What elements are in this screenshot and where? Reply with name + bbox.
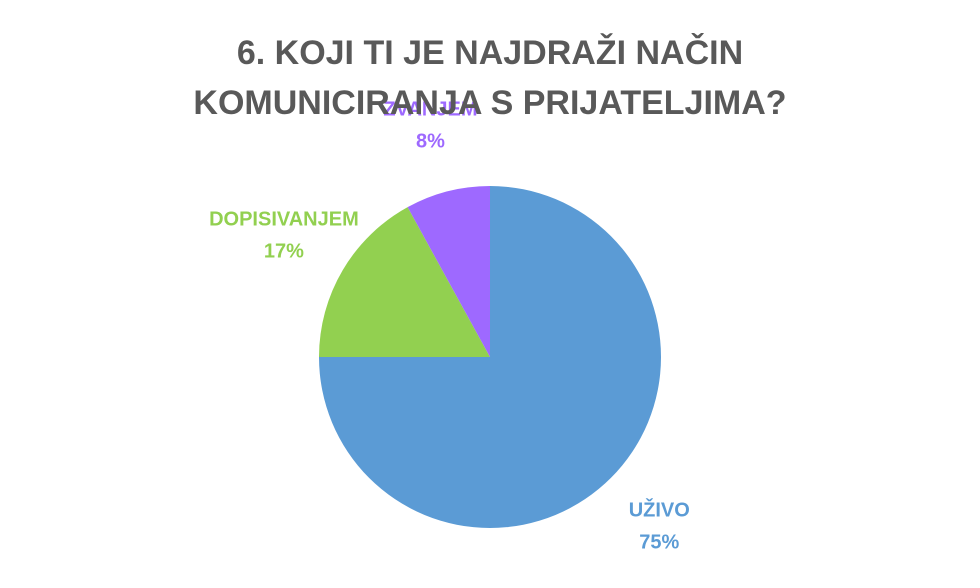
- slice-label: ZVANJEM: [383, 98, 477, 120]
- slice-label: DOPISIVANJEM: [209, 208, 359, 230]
- value-label: 8%: [416, 130, 445, 152]
- slice-label: UŽIVO: [629, 498, 690, 522]
- value-label: 17%: [264, 240, 304, 262]
- chart-title: 6. KOJI TI JE NAJDRAŽI NAČIN KOMUNICIRAN…: [193, 34, 787, 122]
- pie-slice: [407, 186, 490, 357]
- value-label: 75%: [639, 532, 679, 554]
- pie-slice: [319, 207, 490, 357]
